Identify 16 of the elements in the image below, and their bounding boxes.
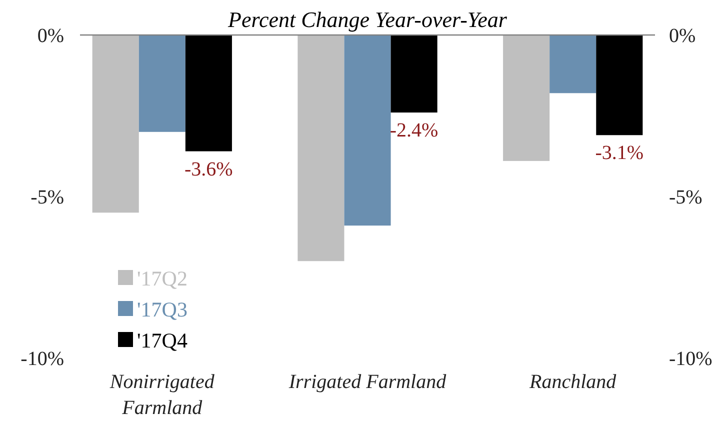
y2-tick-label: -5%	[669, 186, 702, 208]
y-tick-label: -5%	[30, 186, 64, 208]
y2-tick-label: 0%	[669, 25, 696, 47]
x-tick-label: Nonirrigated Farmland	[108, 371, 216, 419]
chart-title: Percent Change Year-over-Year	[227, 7, 508, 32]
x-tick-label: Ranchland	[528, 371, 618, 393]
data-label: -3.1%	[595, 142, 644, 164]
data-label: -2.4%	[390, 120, 438, 142]
legend-label: '17Q3	[137, 297, 188, 322]
legend-label: '17Q2	[137, 266, 188, 290]
data-label: -3.6%	[184, 158, 233, 180]
x-tick-label: Irrigated Farmland	[288, 371, 448, 393]
legend-label: '17Q4	[137, 328, 188, 352]
y-tick-label: 0%	[37, 25, 64, 47]
y-tick-label: -10%	[20, 348, 64, 370]
y2-tick-label: -10%	[669, 348, 712, 370]
